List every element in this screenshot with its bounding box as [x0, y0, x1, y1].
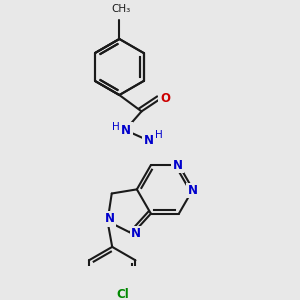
Text: H: H [155, 130, 163, 140]
Text: Cl: Cl [116, 288, 129, 300]
Text: N: N [122, 124, 131, 136]
Text: N: N [131, 227, 141, 240]
Text: O: O [160, 92, 170, 105]
Text: N: N [105, 212, 115, 225]
Text: H: H [112, 122, 120, 132]
Text: N: N [143, 134, 154, 147]
Text: CH₃: CH₃ [111, 4, 130, 14]
Text: N: N [188, 184, 198, 197]
Text: N: N [173, 159, 183, 172]
